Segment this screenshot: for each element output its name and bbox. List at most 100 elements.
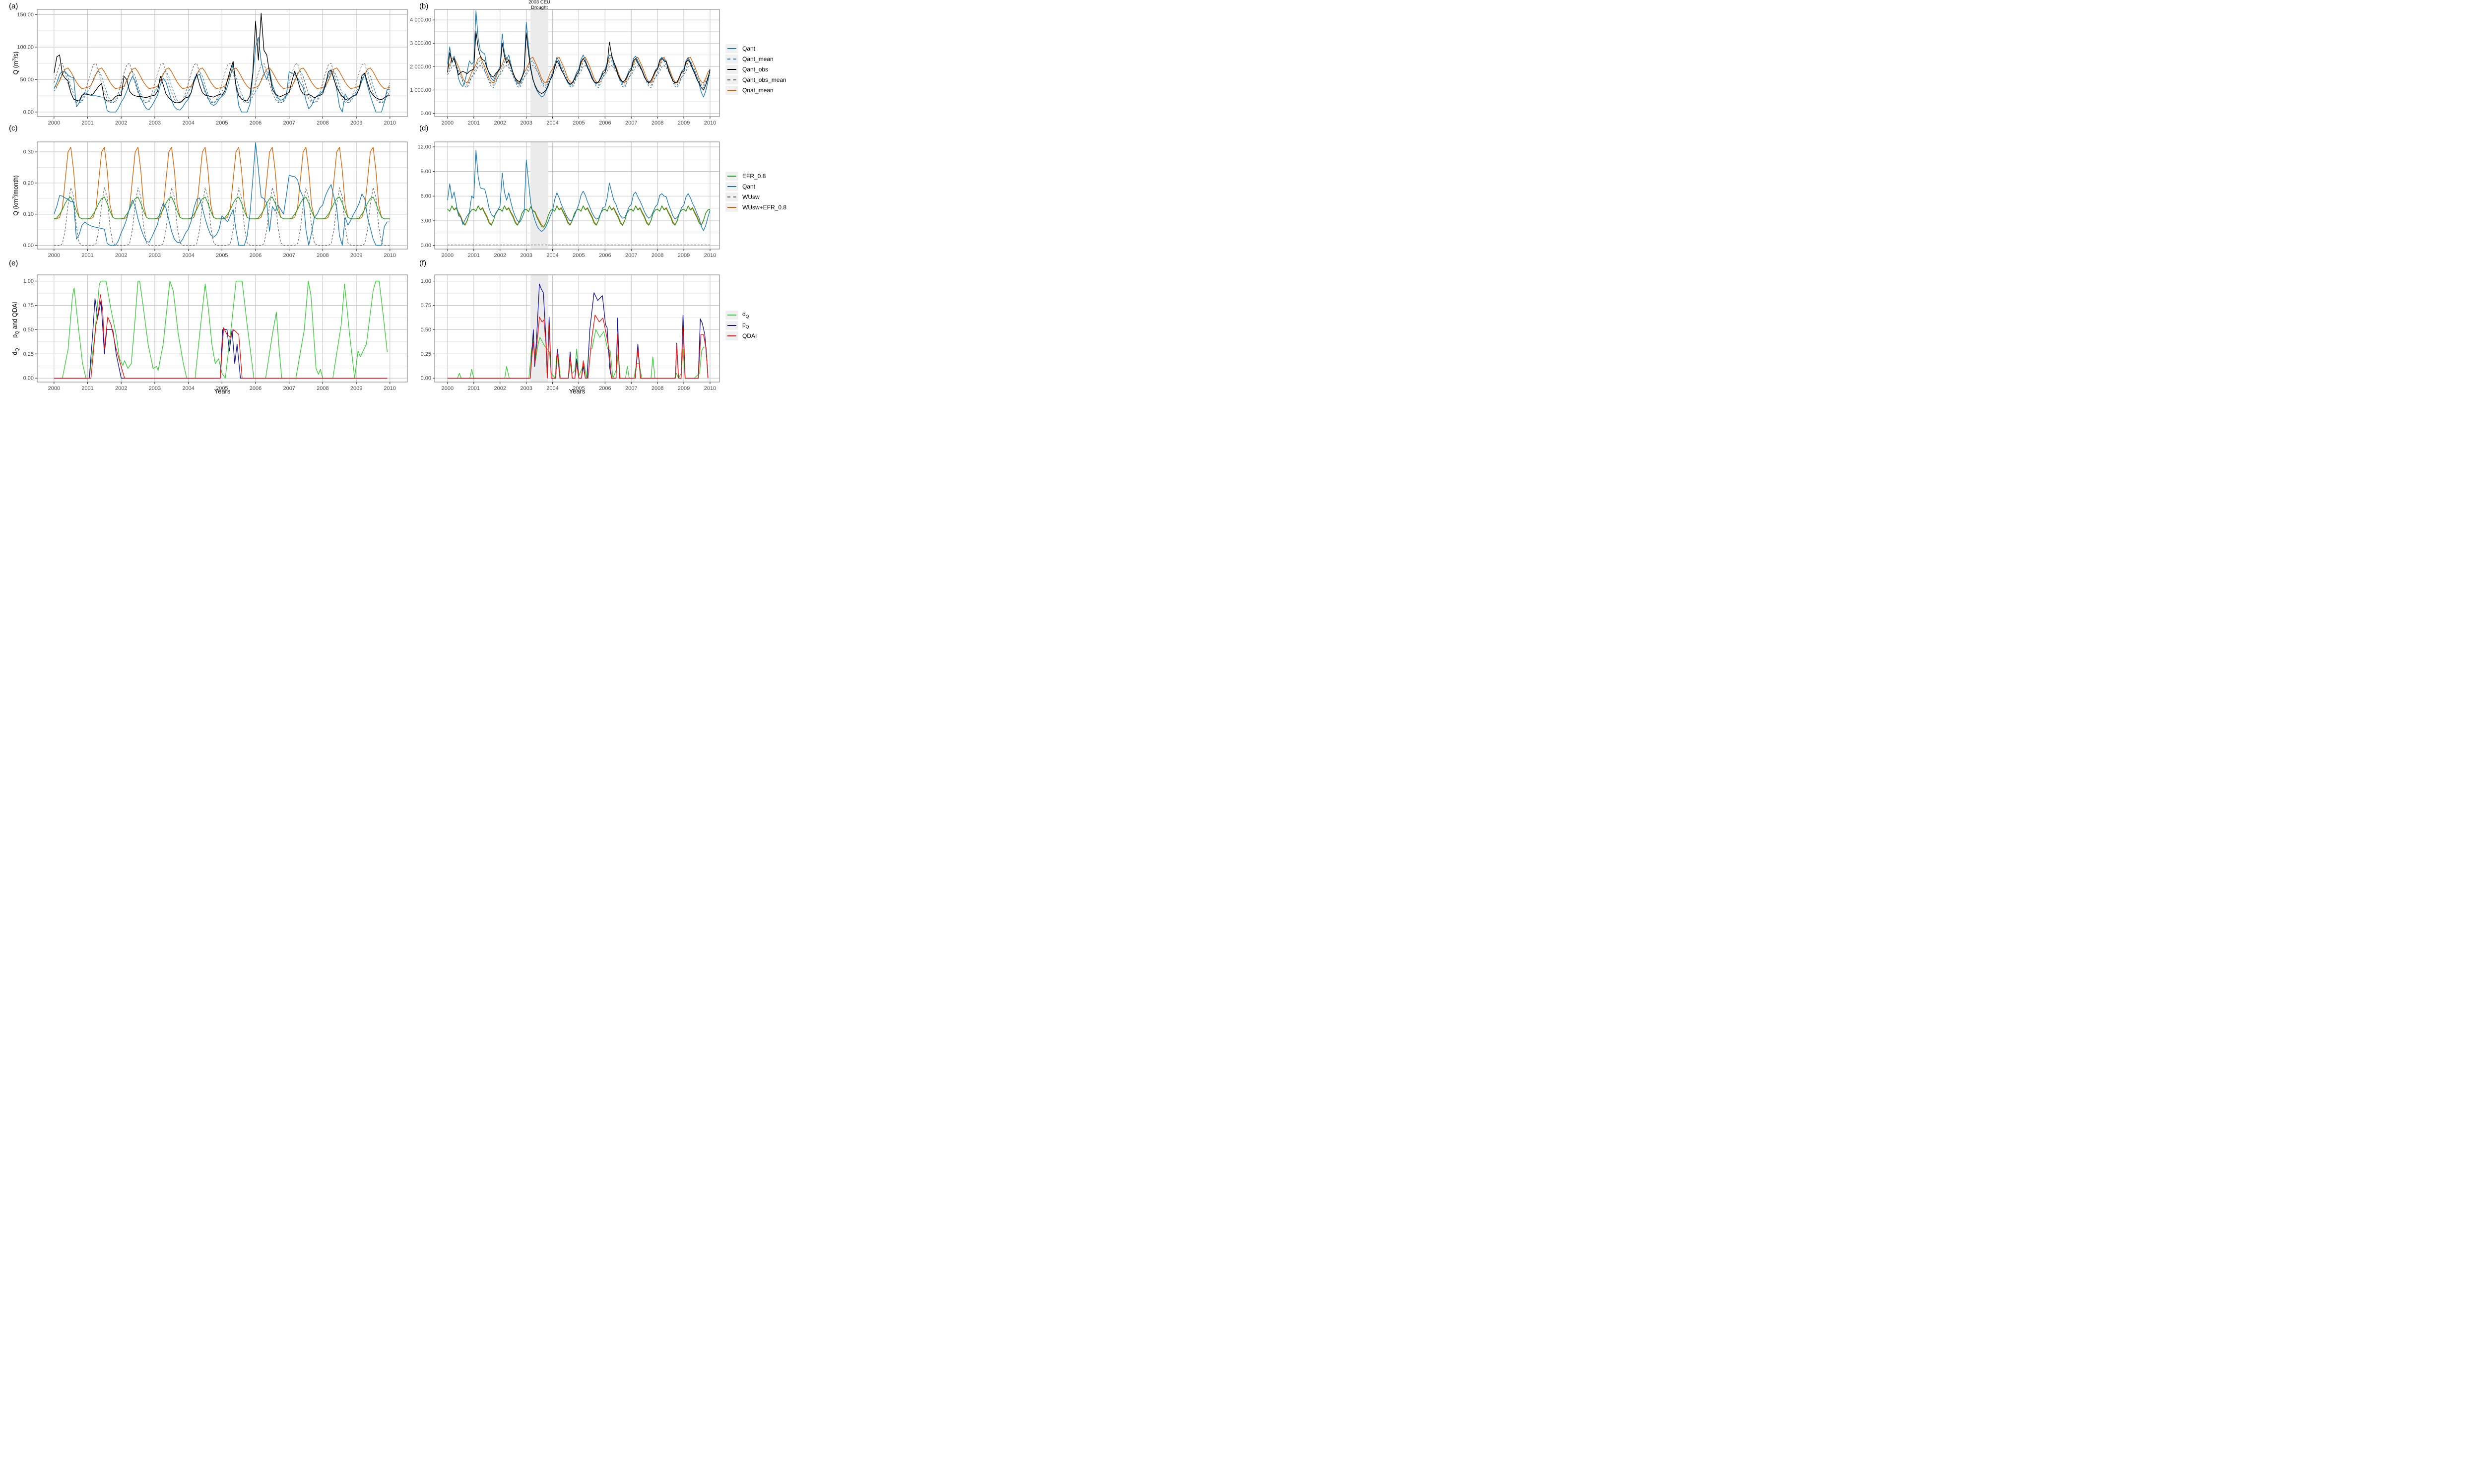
- y-tick-label: 150.00: [17, 12, 34, 18]
- x-tick-label: 2010: [704, 386, 716, 391]
- y-tick-label: 1.00: [23, 278, 34, 284]
- x-tick-label: 2009: [678, 120, 690, 126]
- x-tick-label: 2002: [494, 253, 506, 258]
- x-tick-label: 2005: [216, 120, 228, 126]
- y-tick-label: 4 000.00: [410, 17, 431, 23]
- series-a-Qant: [54, 37, 390, 113]
- x-tick-label: 2006: [250, 253, 261, 258]
- x-tick-label: 2007: [283, 120, 295, 126]
- x-tick-label: 2005: [216, 253, 228, 258]
- panel-d: 0.00 3.00 6.00 9.00 12.00 2000 2001 2002 2003 200…: [417, 141, 720, 258]
- x-tick-label: 2007: [625, 253, 637, 258]
- y-tick-label: 50.00: [20, 77, 34, 83]
- legend-bottom: dQ pQ QDAI: [725, 310, 757, 341]
- legend-label: Qant: [742, 45, 756, 52]
- legend-entry-Qant_obs: Qant_obs: [725, 64, 786, 74]
- x-axis-title-left: Years: [214, 387, 231, 395]
- series-d-EFR_0.8: [447, 205, 711, 228]
- x-tick-label: 2003: [520, 386, 532, 391]
- drought-band: [530, 142, 548, 249]
- legend-label: Qnat_mean: [742, 86, 774, 94]
- x-tick-label: 2005: [216, 386, 228, 391]
- x-tick-label: 2003: [520, 253, 532, 258]
- x-tick-label: 2005: [573, 120, 585, 126]
- legend-label: EFR_0.8: [742, 172, 766, 180]
- y-tick-label: 1 000.00: [410, 87, 431, 93]
- legend-label: QDAI: [742, 332, 757, 339]
- y-tick-label: 0.50: [23, 327, 34, 333]
- x-tick-label: 2010: [704, 120, 716, 126]
- legend-label: Qant: [742, 183, 756, 190]
- x-tick-label: 2001: [468, 386, 480, 391]
- x-tick-label: 2000: [442, 253, 454, 258]
- legend-key-swatch: [725, 75, 738, 84]
- x-tick-label: 2010: [384, 386, 396, 391]
- series-b-Qant_obs: [447, 31, 711, 94]
- legend-label: WUsw+EFR_0.8: [742, 203, 787, 211]
- x-tick-label: 2003: [149, 120, 161, 126]
- x-tick-label: 2008: [652, 120, 663, 126]
- x-tick-label: 2010: [384, 120, 396, 126]
- series-a-Qnat_mean: [54, 67, 390, 89]
- x-tick-label: 2004: [546, 120, 558, 126]
- panel-e: 0.00 0.25 0.50 0.75 1.00 2000 2001 2002 2003 2004…: [23, 274, 408, 391]
- x-tick-label: 2005: [573, 386, 585, 391]
- y-tick-label: 2 000.00: [410, 64, 431, 70]
- legend-entry-dQ: dQ: [725, 310, 757, 320]
- x-tick-label: 2001: [81, 386, 93, 391]
- x-tick-label: 2004: [182, 386, 194, 391]
- x-tick-label: 2007: [625, 386, 637, 391]
- legend-entry-QDAI: QDAI: [725, 330, 757, 341]
- x-tick-label: 2008: [652, 386, 663, 391]
- panel-label-f: (f): [419, 259, 427, 267]
- y-tick-label: 0.20: [23, 180, 34, 186]
- x-tick-label: 2002: [115, 386, 127, 391]
- x-tick-label: 2009: [678, 253, 690, 258]
- x-tick-label: 2001: [468, 253, 480, 258]
- x-tick-label: 2004: [182, 253, 194, 258]
- x-tick-label: 2001: [468, 120, 480, 126]
- legend-entry-Qant: Qant: [725, 43, 786, 54]
- y-tick-label: 0.00: [23, 243, 34, 249]
- y-tick-label: 12.00: [417, 144, 431, 150]
- x-tick-label: 2010: [384, 253, 396, 258]
- x-tick-label: 2006: [250, 120, 261, 126]
- series-b-Qant_mean: [447, 60, 711, 88]
- y-tick-label: 0.00: [23, 109, 34, 115]
- x-tick-label: 2004: [546, 386, 558, 391]
- x-tick-label: 2009: [350, 120, 362, 126]
- x-tick-label: 2007: [625, 120, 637, 126]
- x-tick-label: 2007: [283, 386, 295, 391]
- panel-label-d: (d): [419, 124, 429, 132]
- y-tick-label: 1.00: [421, 278, 431, 284]
- legend-key-swatch: [725, 182, 738, 191]
- x-tick-label: 2000: [48, 386, 60, 391]
- legend-label: Qant_obs_mean: [742, 76, 786, 83]
- series-d-Qant: [447, 149, 711, 232]
- x-tick-label: 2009: [678, 386, 690, 391]
- legend-entry-pQ: pQ: [725, 320, 757, 330]
- x-tick-label: 2003: [149, 386, 161, 391]
- x-axis-title-right: Years: [569, 387, 586, 395]
- x-tick-label: 2002: [494, 386, 506, 391]
- x-tick-label: 2007: [283, 253, 295, 258]
- y-tick-label: 0.00: [421, 376, 431, 382]
- x-tick-label: 2003: [520, 120, 532, 126]
- y-tick-label: 0.00: [421, 111, 431, 117]
- legend-middle: EFR_0.8 Qant WUsw WUsw+EFR_0.8: [725, 171, 786, 212]
- y-tick-label: 0.00: [421, 243, 431, 249]
- legend-key-swatch: [725, 44, 738, 53]
- legend-key-swatch: [725, 310, 738, 320]
- panel-f: 0.00 0.25 0.50 0.75 1.00 2000 2001 2002 2003 2004…: [421, 274, 720, 391]
- series-e-QDAI: [54, 294, 388, 379]
- y-tick-label: 9.00: [421, 169, 431, 175]
- legend-key-swatch: [725, 171, 738, 181]
- panel-label-a: (a): [9, 2, 18, 10]
- y-tick-label: 0.50: [421, 327, 431, 333]
- legend-key-swatch: [725, 331, 738, 340]
- panels-svg: 0.00 50.00 100.00 150.00 2000 2001 2002 2003 200…: [17, 9, 720, 391]
- legend-label: Qant_mean: [742, 55, 774, 63]
- legend-key-swatch: [725, 85, 738, 95]
- x-tick-label: 2001: [81, 253, 93, 258]
- x-tick-label: 2010: [704, 253, 716, 258]
